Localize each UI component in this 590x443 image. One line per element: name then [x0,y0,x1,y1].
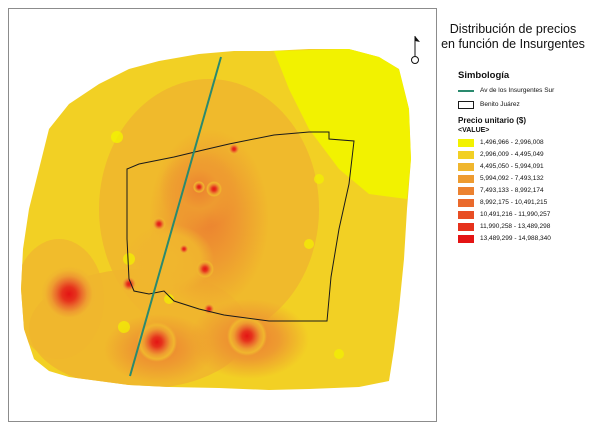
road-line-icon [458,90,474,92]
insurgentes-road [129,56,222,377]
class-label: 11,990,258 - 13,489,298 [480,223,551,230]
class-swatch [458,151,474,159]
legend-value-label: <VALUE> [458,127,490,134]
legend-class-item: 7,493,133 - 8,992,174 [458,186,588,198]
class-swatch [458,223,474,231]
class-swatch [458,187,474,195]
legend-class-item: 5,994,092 - 7,493,132 [458,174,588,186]
class-label: 8,992,175 - 10,491,215 [480,199,548,206]
legend-road-label: Av de los Insurgentes Sur [480,87,555,94]
legend-class-item: 13,489,299 - 14,988,340 [458,234,588,246]
legend-class-item: 4,495,050 - 5,994,091 [458,162,588,174]
map-title-line-1: Distribución de precios [449,22,577,36]
legend-class-item: 8,992,175 - 10,491,215 [458,198,588,210]
legend-road-item: Av de los Insurgentes Sur [458,86,588,98]
map-title: Distribución de precios en función de In… [440,22,586,52]
class-swatch [458,235,474,243]
class-label: 13,489,299 - 14,988,340 [480,235,551,242]
class-swatch [458,211,474,219]
legend: Simbología Av de los Insurgentes Sur Ben… [458,70,588,246]
class-label: 4,495,050 - 5,994,091 [480,163,544,170]
price-surface [21,49,411,390]
legend-class-item: 11,990,258 - 13,489,298 [458,222,588,234]
legend-class-item: 10,491,216 - 11,990,257 [458,210,588,222]
legend-price-heading: Precio unitario ($) [458,116,527,125]
class-label: 2,996,009 - 4,495,049 [480,151,544,158]
legend-heading: Simbología [458,70,510,81]
legend-boundary-label: Benito Juárez [480,101,520,108]
class-label: 5,994,092 - 7,493,132 [480,175,544,182]
class-label: 10,491,216 - 11,990,257 [480,211,551,218]
benito-juarez-boundary [126,131,355,322]
class-swatch [458,199,474,207]
legend-class-item: 1,496,966 - 2,996,008 [458,138,588,150]
legend-boundary-item: Benito Juárez [458,100,588,112]
class-label: 7,493,133 - 8,992,174 [480,187,544,194]
boundary-swatch-icon [458,101,474,109]
class-swatch [458,139,474,147]
legend-class-item: 2,996,009 - 4,495,049 [458,150,588,162]
class-swatch [458,175,474,183]
legend-class-list: 1,496,966 - 2,996,008 2,996,009 - 4,495,0… [458,138,588,246]
price-map[interactable] [9,9,436,421]
class-label: 1,496,966 - 2,996,008 [480,139,544,146]
map-title-line-2: en función de Insurgentes [441,37,585,51]
class-swatch [458,163,474,171]
north-arrow-icon [411,36,420,64]
map-frame [8,8,437,422]
